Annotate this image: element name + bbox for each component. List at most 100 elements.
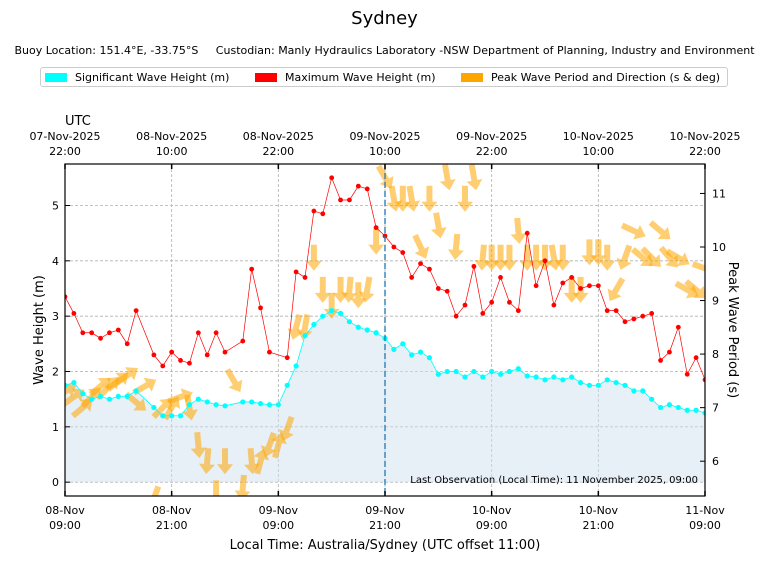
arrow-shape xyxy=(447,233,464,260)
arrow-shape xyxy=(439,164,456,191)
arrow-shape xyxy=(648,220,671,240)
maximum-wave-point xyxy=(355,183,361,189)
legend-label: Peak Wave Period and Direction (s & deg) xyxy=(491,71,721,84)
maximum-wave-point xyxy=(169,349,175,355)
significant-wave-point xyxy=(373,330,379,336)
x-axis-label: Local Time: Australia/Sydney (UTC offset… xyxy=(230,538,541,553)
x-top-tick-label: 22:00 xyxy=(262,145,294,158)
y2-axis-label: Peak Wave Period (s) xyxy=(725,262,740,398)
arrow-shape xyxy=(358,276,375,303)
arrow-shape xyxy=(620,222,646,240)
significant-wave-point xyxy=(435,371,441,377)
period-direction-arrow xyxy=(65,383,77,401)
chart-title: Sydney xyxy=(351,8,418,29)
significant-wave-point xyxy=(524,373,530,379)
arrow-shape xyxy=(590,239,607,266)
period-direction-arrow xyxy=(224,368,243,393)
period-direction-arrow xyxy=(65,388,85,407)
significant-wave-point xyxy=(560,377,566,383)
period-direction-arrow xyxy=(674,280,699,299)
significant-wave-point xyxy=(684,407,690,413)
period-direction-arrow xyxy=(501,244,518,271)
x-tick-label: 21:00 xyxy=(369,519,401,532)
maximum-wave-point xyxy=(204,352,210,358)
significant-wave-point xyxy=(533,374,539,380)
x-tick-label: 09:00 xyxy=(689,519,721,532)
significant-wave-point xyxy=(320,313,326,319)
y-tick-label: 4 xyxy=(52,255,59,268)
maximum-wave-point xyxy=(293,269,299,275)
y2-tick-label: 11 xyxy=(712,187,726,200)
maximum-wave-line xyxy=(65,176,705,380)
maximum-wave-point xyxy=(311,208,317,214)
x-tick-label: 21:00 xyxy=(156,519,188,532)
significant-wave-point xyxy=(675,404,681,411)
period-direction-arrow xyxy=(341,276,358,303)
significant-wave-point xyxy=(186,402,193,408)
period-direction-arrow xyxy=(590,239,607,266)
period-direction-arrow xyxy=(665,248,690,267)
y2-tick-label: 7 xyxy=(712,402,719,415)
arrow-shape xyxy=(421,185,438,212)
maximum-wave-point xyxy=(560,280,566,286)
arrow-shape xyxy=(658,245,678,268)
maximum-wave-point xyxy=(249,266,255,272)
maximum-wave-point xyxy=(267,349,272,355)
arrow-shape xyxy=(640,246,661,267)
maximum-wave-point xyxy=(444,288,450,294)
arrow-shape xyxy=(510,217,527,244)
significant-wave-point xyxy=(702,410,705,416)
arrow-shape xyxy=(684,279,705,299)
maximum-wave-point xyxy=(578,286,583,291)
period-direction-arrow xyxy=(305,244,322,271)
x-top-tick-label: 07-Nov-2025 xyxy=(29,130,100,143)
maximum-wave-point xyxy=(80,330,86,336)
x-tick-label: 09-Nov xyxy=(365,504,405,517)
significant-wave-point xyxy=(515,366,521,372)
arrow-shape xyxy=(492,244,509,271)
significant-wave-point xyxy=(693,407,699,413)
significant-wave-point xyxy=(453,368,459,375)
maximum-wave-point xyxy=(480,311,486,316)
arrow-shape xyxy=(616,244,633,270)
maximum-wave-point xyxy=(489,299,495,305)
y-tick-label: 0 xyxy=(52,476,59,489)
arrow-shape xyxy=(665,248,690,267)
maximum-wave-point xyxy=(684,371,690,377)
significant-wave-point xyxy=(311,321,317,328)
maximum-wave-point xyxy=(222,349,228,355)
significant-wave-point xyxy=(222,403,228,409)
arrow-shape xyxy=(260,431,277,458)
top-axis-label: UTC xyxy=(65,114,91,129)
period-direction-arrow xyxy=(492,244,509,271)
arrow-shape xyxy=(234,474,251,496)
significant-wave-point xyxy=(649,396,655,402)
arrow-shape xyxy=(65,383,77,401)
significant-wave-point xyxy=(275,402,281,408)
arrow-shape xyxy=(65,388,85,407)
significant-wave-point xyxy=(471,368,477,375)
arrow-shape xyxy=(412,233,430,259)
arrow-shape xyxy=(162,396,181,421)
x-tick-label: 09-Nov xyxy=(259,504,299,517)
x-tick-label: 08-Nov xyxy=(152,504,192,517)
maximum-wave-point xyxy=(409,275,415,280)
period-direction-arrow xyxy=(599,244,616,271)
maximum-wave-point xyxy=(178,358,183,363)
maximum-wave-point xyxy=(124,341,130,347)
period-direction-arrow xyxy=(616,244,633,270)
legend: Significant Wave Height (m) Maximum Wave… xyxy=(40,67,728,87)
period-direction-arrow xyxy=(198,447,215,475)
arrow-shape xyxy=(296,313,313,341)
plot-area xyxy=(65,164,705,496)
maximum-wave-point xyxy=(347,197,352,203)
maximum-wave-point xyxy=(133,308,139,314)
arrow-shape xyxy=(305,244,322,271)
maximum-wave-point xyxy=(338,197,343,203)
maximum-wave-point xyxy=(667,349,672,355)
significant-wave-point xyxy=(595,382,601,388)
arrow-shape xyxy=(217,448,233,475)
arrow-shape xyxy=(457,185,473,212)
arrow-shape xyxy=(404,185,421,212)
